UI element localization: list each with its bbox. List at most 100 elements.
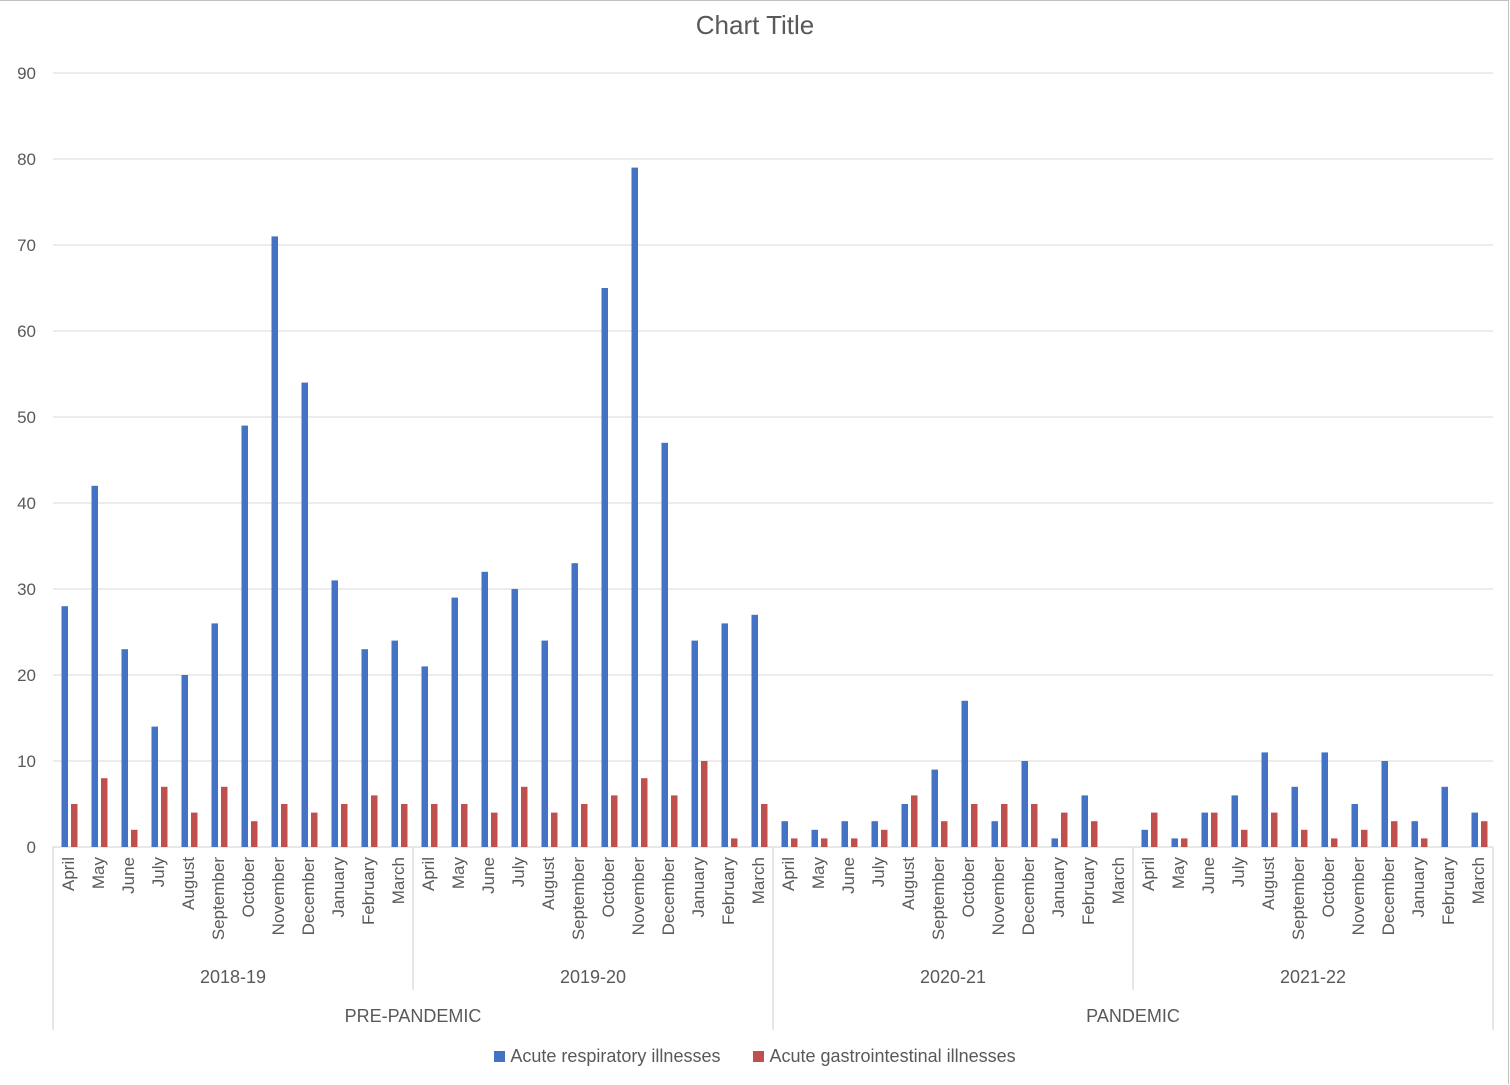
chart-title: Chart Title	[695, 10, 815, 40]
bar-respiratory	[841, 821, 848, 847]
bar-gastrointestinal	[671, 795, 678, 847]
bar-respiratory	[1081, 795, 1088, 847]
x-tick-label-month: August	[1259, 857, 1278, 910]
bar-respiratory	[1351, 804, 1358, 847]
x-tick-label-month: January	[329, 857, 348, 918]
bar-gastrointestinal	[371, 795, 378, 847]
bar-respiratory	[61, 606, 68, 847]
x-tick-label-month: February	[359, 857, 378, 926]
legend-item-respiratory: Acute respiratory illnesses	[494, 1046, 720, 1067]
x-tick-label-month: August	[539, 857, 558, 910]
bar-gastrointestinal	[1091, 821, 1098, 847]
bar-gastrointestinal	[1211, 812, 1218, 847]
bar-respiratory	[901, 804, 908, 847]
x-tick-label-year: 2020-21	[920, 967, 986, 987]
bar-respiratory	[601, 288, 608, 847]
bar-gastrointestinal	[791, 838, 798, 847]
bar-respiratory	[931, 769, 938, 847]
bar-gastrointestinal	[551, 812, 558, 847]
bar-gastrointestinal	[161, 786, 168, 847]
x-tick-label-month: June	[839, 857, 858, 894]
bar-respiratory	[361, 649, 368, 847]
x-tick-label-month: October	[239, 857, 258, 918]
bar-gastrointestinal	[221, 786, 228, 847]
x-tick-label-month: April	[1139, 857, 1158, 891]
bar-respiratory	[691, 640, 698, 847]
x-tick-label-month: October	[959, 857, 978, 918]
bar-respiratory	[571, 563, 578, 847]
legend-item-gastrointestinal: Acute gastrointestinal illnesses	[753, 1046, 1016, 1067]
x-tick-label-year: 2019-20	[560, 967, 626, 987]
bar-respiratory	[631, 167, 638, 848]
bar-respiratory	[1021, 761, 1028, 847]
bar-respiratory	[721, 623, 728, 847]
bar-gastrointestinal	[461, 804, 468, 847]
bar-gastrointestinal	[1271, 812, 1278, 847]
x-tick-label-month: February	[719, 857, 738, 926]
legend-swatch-gastrointestinal	[753, 1051, 765, 1062]
bar-gastrointestinal	[311, 812, 318, 847]
bar-respiratory	[1231, 795, 1238, 847]
bar-gastrointestinal	[851, 838, 858, 847]
x-tick-label-month: December	[1379, 857, 1398, 936]
bar-gastrointestinal	[191, 812, 198, 847]
bar-respiratory	[1291, 786, 1298, 847]
y-tick-label: 20	[17, 666, 36, 685]
y-tick-label: 40	[17, 494, 36, 513]
bar-respiratory	[241, 425, 248, 847]
bar-gastrointestinal	[1181, 838, 1188, 847]
bar-respiratory	[121, 649, 128, 847]
x-tick-label-month: July	[869, 857, 888, 888]
bar-respiratory	[961, 700, 968, 847]
bar-gastrointestinal	[491, 812, 498, 847]
x-tick-label-month: February	[1079, 857, 1098, 926]
bar-respiratory	[871, 821, 878, 847]
x-tick-label-month: June	[119, 857, 138, 894]
x-tick-label-month: November	[269, 857, 288, 936]
bar-respiratory	[1381, 761, 1388, 847]
bar-gastrointestinal	[521, 786, 528, 847]
y-tick-label: 70	[17, 236, 36, 255]
x-tick-label-month: June	[1199, 857, 1218, 894]
legend-label-gastrointestinal: Acute gastrointestinal illnesses	[769, 1046, 1016, 1066]
x-tick-label-month: September	[1289, 857, 1308, 940]
bar-gastrointestinal	[1151, 812, 1158, 847]
bar-gastrointestinal	[1001, 804, 1008, 847]
bar-respiratory	[151, 726, 158, 847]
x-tick-label-year: 2021-22	[1280, 967, 1346, 987]
bar-respiratory	[1441, 786, 1448, 847]
bar-respiratory	[991, 821, 998, 847]
x-tick-label-month: March	[389, 857, 408, 904]
x-tick-label-month: March	[1109, 857, 1128, 904]
bar-gastrointestinal	[341, 804, 348, 847]
y-tick-label: 90	[17, 64, 36, 83]
legend: Acute respiratory illnesses Acute gastro…	[0, 1046, 1510, 1067]
x-tick-label-month: March	[749, 857, 768, 904]
bar-gastrointestinal	[1031, 804, 1038, 847]
y-tick-label: 50	[17, 408, 36, 427]
x-tick-label-month: February	[1439, 857, 1458, 926]
x-tick-label-month: January	[1049, 857, 1068, 918]
x-tick-label-month: October	[1319, 857, 1338, 918]
bar-gastrointestinal	[731, 838, 738, 847]
bar-respiratory	[271, 236, 278, 847]
bar-gastrointestinal	[1331, 838, 1338, 847]
bar-respiratory	[451, 597, 458, 847]
x-tick-label-month: October	[599, 857, 618, 918]
bar-gastrointestinal	[1481, 821, 1488, 847]
x-tick-label-month: April	[419, 857, 438, 891]
x-tick-label-month: December	[1019, 857, 1038, 936]
bar-gastrointestinal	[131, 829, 138, 847]
x-tick-label-month: May	[1169, 857, 1188, 890]
y-tick-label: 80	[17, 150, 36, 169]
bar-respiratory	[301, 382, 308, 847]
x-tick-label-group: PANDEMIC	[1086, 1006, 1180, 1026]
bar-respiratory	[661, 442, 668, 847]
bar-gastrointestinal	[971, 804, 978, 847]
x-tick-label-year: 2018-19	[200, 967, 266, 987]
bar-gastrointestinal	[1391, 821, 1398, 847]
bar-gastrointestinal	[281, 804, 288, 847]
bar-gastrointestinal	[1421, 838, 1428, 847]
x-tick-label-month: September	[929, 857, 948, 940]
